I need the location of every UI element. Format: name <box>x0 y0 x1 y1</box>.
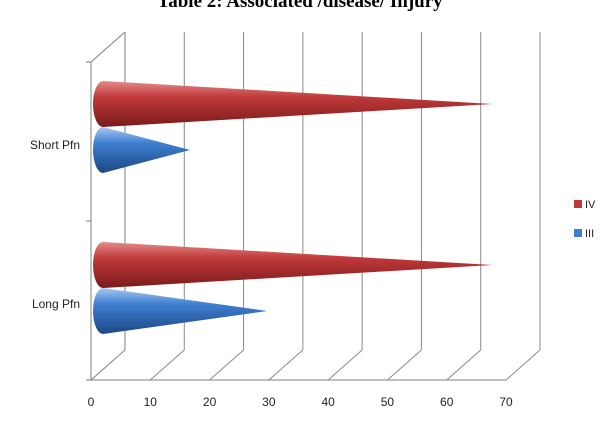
gridline-floor <box>505 349 541 381</box>
x-tick-label: 40 <box>321 395 335 409</box>
legend-swatch-IV <box>574 200 582 208</box>
gridline-floor <box>149 349 185 381</box>
x-axis-ticks: 0 10 20 30 40 50 60 70 <box>88 395 513 409</box>
x-tick-label: 20 <box>203 395 217 409</box>
data-cones <box>93 81 493 334</box>
cone-III-long-pfn <box>93 288 268 334</box>
legend-label-IV: IV <box>585 199 596 211</box>
category-label: Short Pfn <box>30 138 80 152</box>
cone-III-short-pfn <box>93 127 190 173</box>
chart-title: Table 2: Associated /disease/ Injury <box>157 0 443 12</box>
cone-IV-long-pfn <box>93 242 493 288</box>
gridline-floor <box>327 349 363 381</box>
category-label: Long Pfn <box>32 297 80 311</box>
floor-left-edge <box>90 349 126 381</box>
category-labels: Short Pfn Long Pfn <box>30 138 80 311</box>
legend-label-III: III <box>585 228 594 240</box>
gridline-floor <box>446 349 482 381</box>
left-wall-top-edge <box>90 31 126 63</box>
legend-swatch-III <box>574 229 582 237</box>
legend: IV III <box>574 199 596 240</box>
x-tick-label: 50 <box>381 395 395 409</box>
x-tick-label: 0 <box>88 395 95 409</box>
x-tick-label: 60 <box>440 395 454 409</box>
gridline-floor <box>268 349 304 381</box>
cone-IV-short-pfn <box>93 81 493 127</box>
x-tick-label: 70 <box>499 395 513 409</box>
x-tick-label: 30 <box>262 395 276 409</box>
gridline-floor <box>209 349 244 381</box>
gridline-floor <box>387 349 422 381</box>
gridlines <box>149 32 541 381</box>
x-tick-label: 10 <box>144 395 158 409</box>
